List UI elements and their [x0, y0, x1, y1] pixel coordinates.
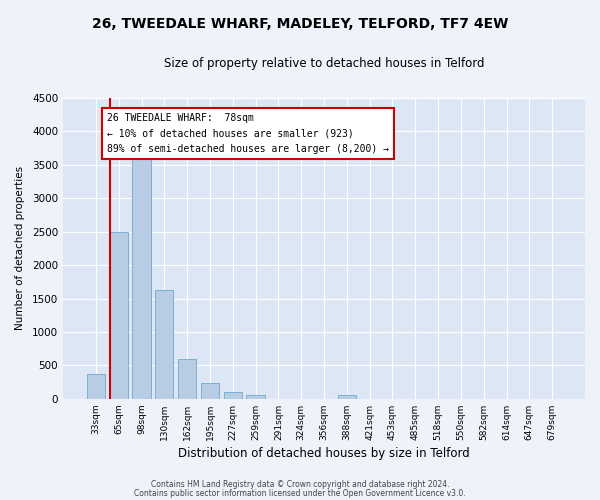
Bar [178, 358, 196, 399]
Bar [338, 395, 356, 399]
Bar [87, 374, 105, 399]
Text: 26 TWEEDALE WHARF:  78sqm
← 10% of detached houses are smaller (923)
89% of semi: 26 TWEEDALE WHARF: 78sqm ← 10% of detach… [107, 113, 389, 154]
Bar [110, 232, 128, 399]
Bar [247, 396, 265, 399]
Bar [224, 392, 242, 399]
Text: Contains public sector information licensed under the Open Government Licence v3: Contains public sector information licen… [134, 488, 466, 498]
Bar [201, 383, 219, 399]
Text: 26, TWEEDALE WHARF, MADELEY, TELFORD, TF7 4EW: 26, TWEEDALE WHARF, MADELEY, TELFORD, TF… [92, 18, 508, 32]
Y-axis label: Number of detached properties: Number of detached properties [15, 166, 25, 330]
Bar [155, 290, 173, 399]
Bar [133, 152, 151, 399]
X-axis label: Distribution of detached houses by size in Telford: Distribution of detached houses by size … [178, 447, 470, 460]
Title: Size of property relative to detached houses in Telford: Size of property relative to detached ho… [164, 58, 484, 70]
Text: Contains HM Land Registry data © Crown copyright and database right 2024.: Contains HM Land Registry data © Crown c… [151, 480, 449, 489]
